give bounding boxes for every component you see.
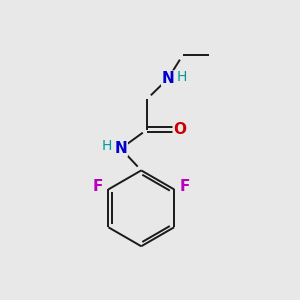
Text: F: F [92, 179, 103, 194]
Text: F: F [180, 179, 190, 194]
Text: N: N [115, 141, 127, 156]
Text: H: H [102, 139, 112, 153]
Text: O: O [173, 122, 186, 137]
Text: H: H [177, 70, 187, 84]
Text: N: N [162, 71, 175, 86]
